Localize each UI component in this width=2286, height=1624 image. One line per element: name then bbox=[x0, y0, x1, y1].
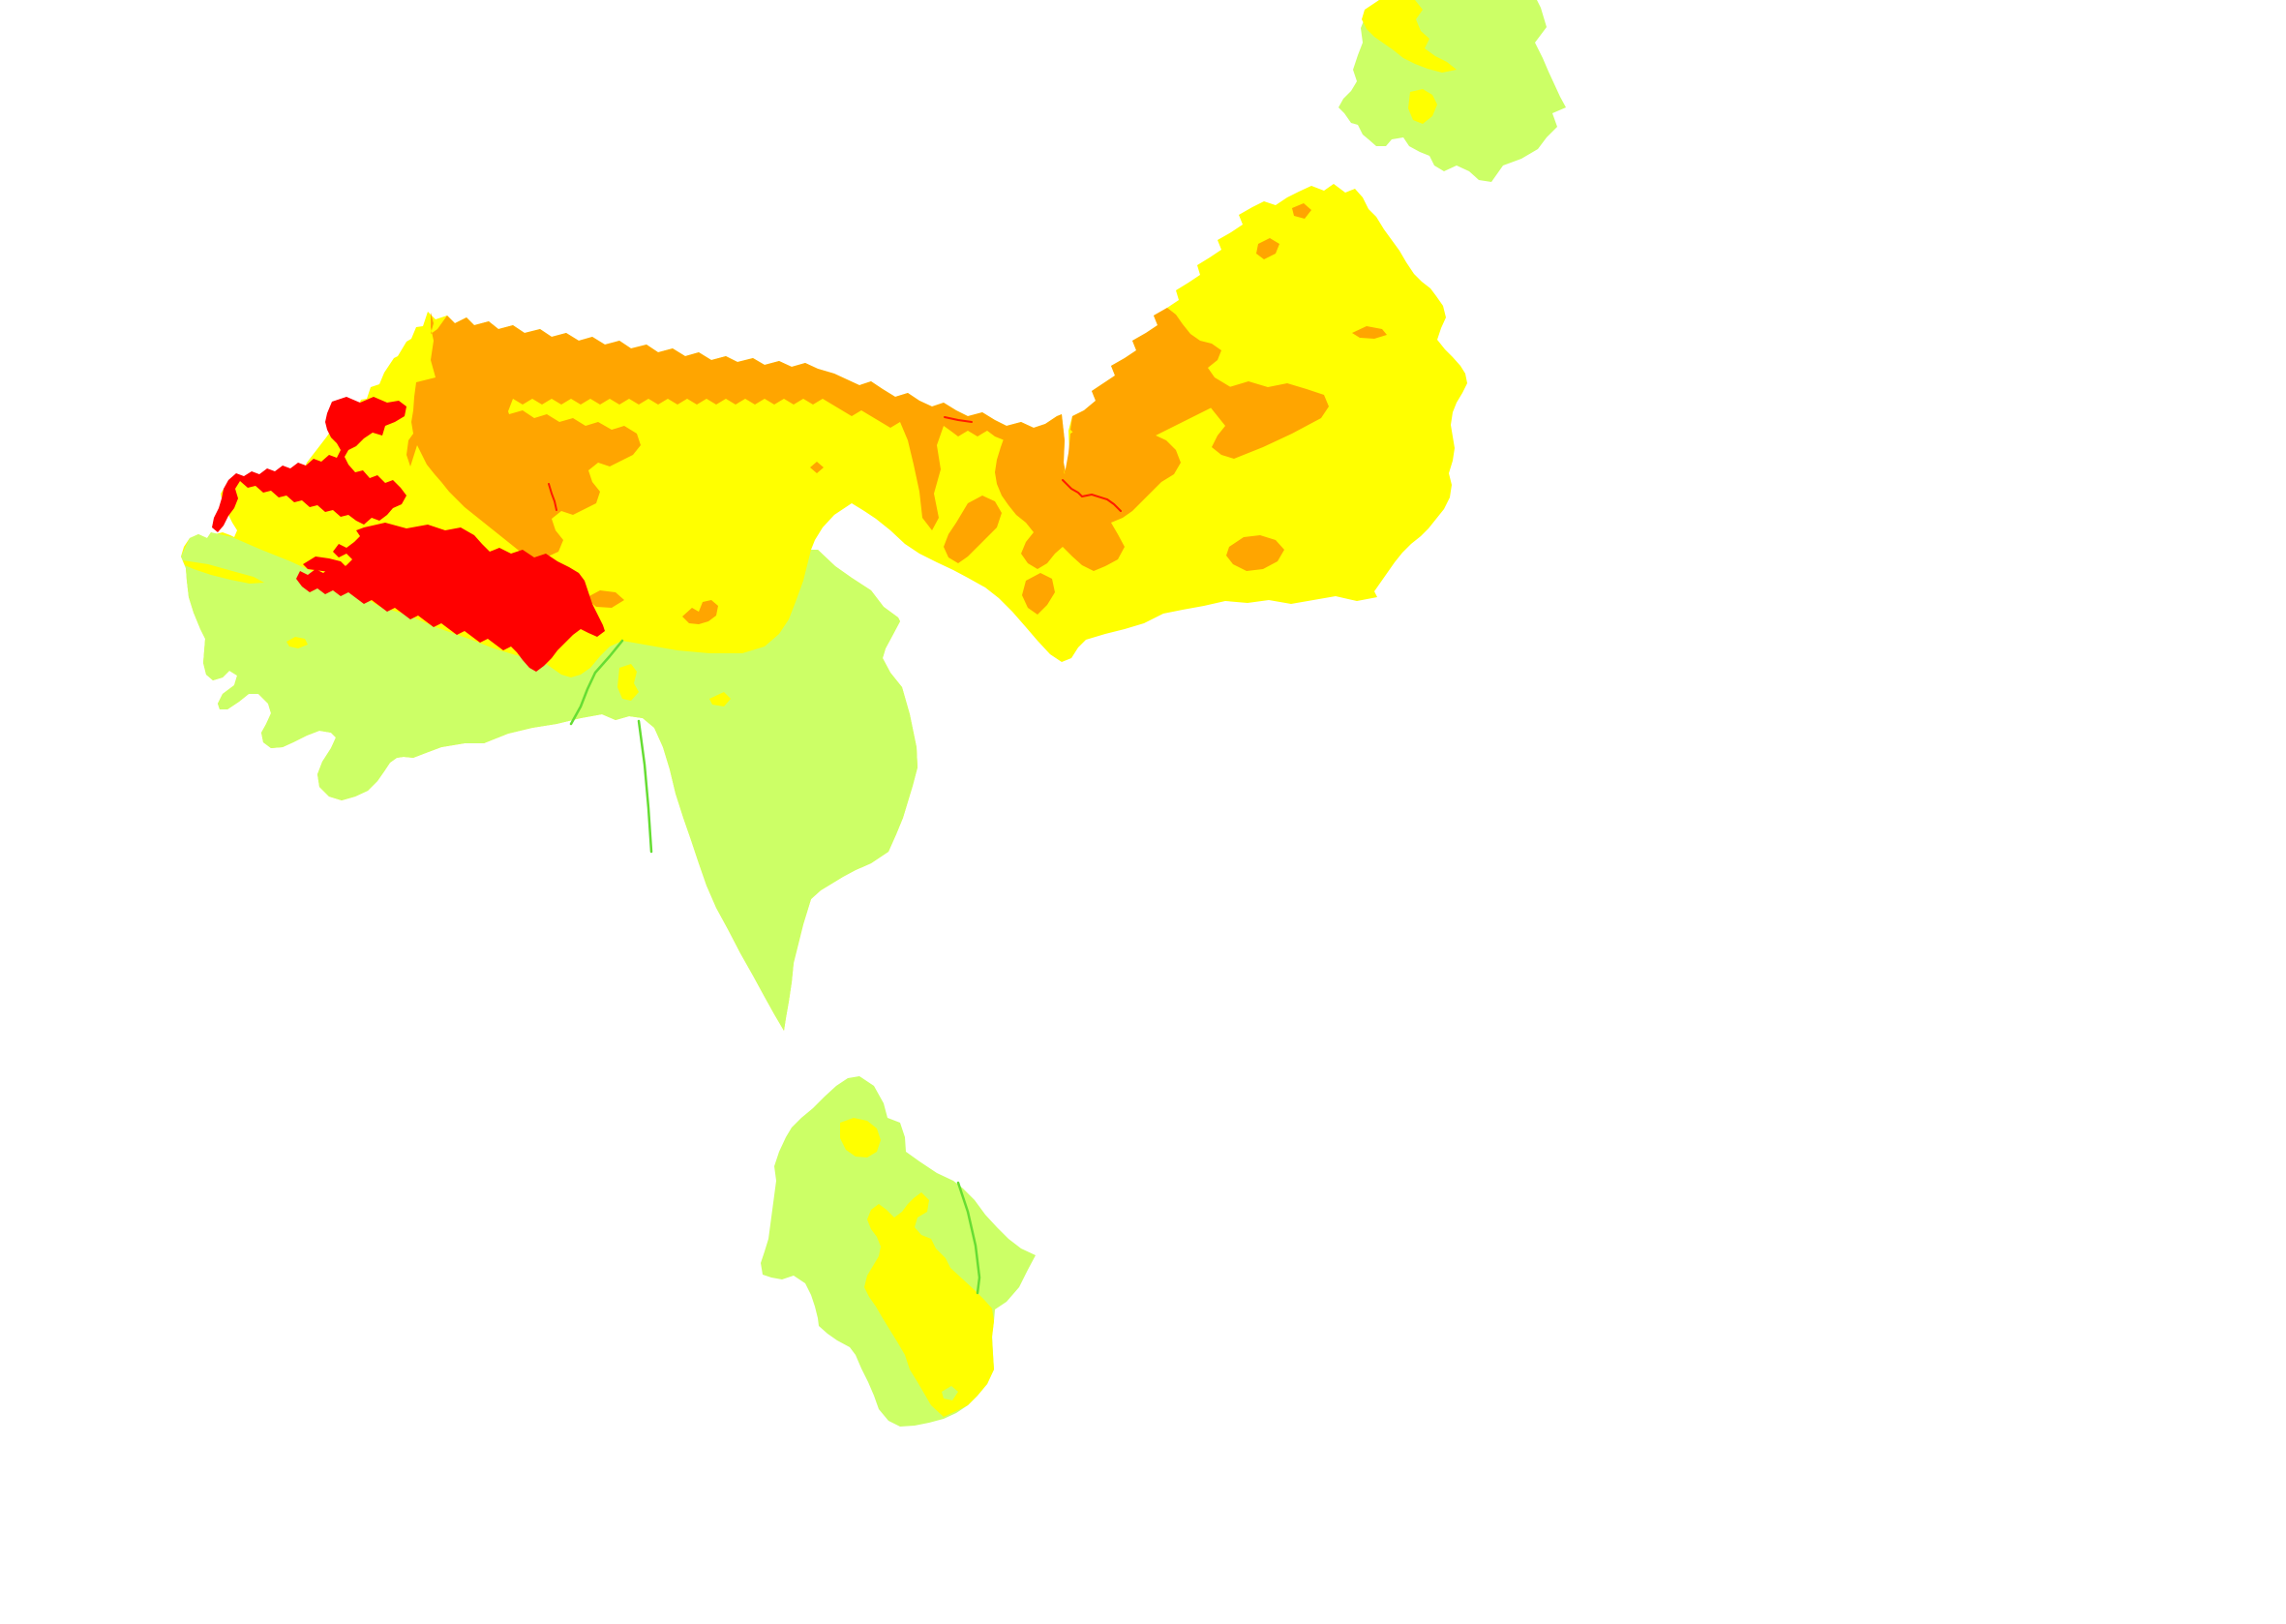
region-red-northwest-band[interactable] bbox=[212, 397, 406, 532]
region-red-west-sliver[interactable] bbox=[303, 556, 348, 573]
region-yellow-sliver-west-tip[interactable] bbox=[183, 560, 264, 584]
island-zone-border-line bbox=[956, 1181, 981, 1295]
region-island-yellow-north[interactable] bbox=[840, 1118, 881, 1158]
region-island-green-dot[interactable] bbox=[942, 1386, 958, 1400]
region-orange-east-band[interactable] bbox=[1210, 381, 1329, 459]
region-yellow-patch-lowland-2[interactable] bbox=[709, 692, 731, 707]
region-yellow-dot-west[interactable] bbox=[286, 637, 308, 648]
region-orange-ridge-diamond[interactable] bbox=[810, 462, 824, 473]
region-orange-ne-arm-band[interactable] bbox=[1070, 308, 1234, 455]
red-zone-border-line-3 bbox=[944, 416, 973, 423]
region-yellow-patch-lowland-1[interactable] bbox=[617, 664, 639, 701]
region-orange-ne-arm-patch-1[interactable] bbox=[1256, 238, 1279, 259]
red-zone-border-line-2 bbox=[1062, 479, 1122, 512]
region-orange-east-sliver[interactable] bbox=[1352, 326, 1387, 339]
region-orange-central-highland[interactable] bbox=[406, 377, 641, 559]
region-orange-southeast-blob[interactable] bbox=[1226, 535, 1284, 571]
red-zone-border-line-1 bbox=[548, 483, 557, 511]
region-island-yellow-south[interactable] bbox=[864, 1192, 994, 1417]
region-orange-north-coast-band[interactable] bbox=[431, 313, 1067, 530]
region-orange-ne-arm-patch-2[interactable] bbox=[1292, 203, 1311, 219]
region-orange-lowland-mark[interactable] bbox=[682, 600, 718, 624]
region-orange-notch-spur-west[interactable] bbox=[944, 496, 1002, 563]
region-northeast-yellow-patch[interactable] bbox=[1362, 0, 1457, 73]
border-layer bbox=[548, 416, 1122, 1295]
region-red-central-blob[interactable] bbox=[296, 523, 605, 672]
green-zone-border-line-1 bbox=[569, 639, 624, 726]
zone-layer bbox=[181, 0, 1566, 1427]
region-orange-central-sliver[interactable] bbox=[586, 590, 624, 608]
region-orange-notch-spur-south[interactable] bbox=[1022, 573, 1055, 615]
green-zone-border-line-2 bbox=[637, 719, 653, 854]
region-south-green-lowlands[interactable] bbox=[181, 532, 917, 1031]
region-northeast-yellow-sliver[interactable] bbox=[1408, 89, 1437, 124]
